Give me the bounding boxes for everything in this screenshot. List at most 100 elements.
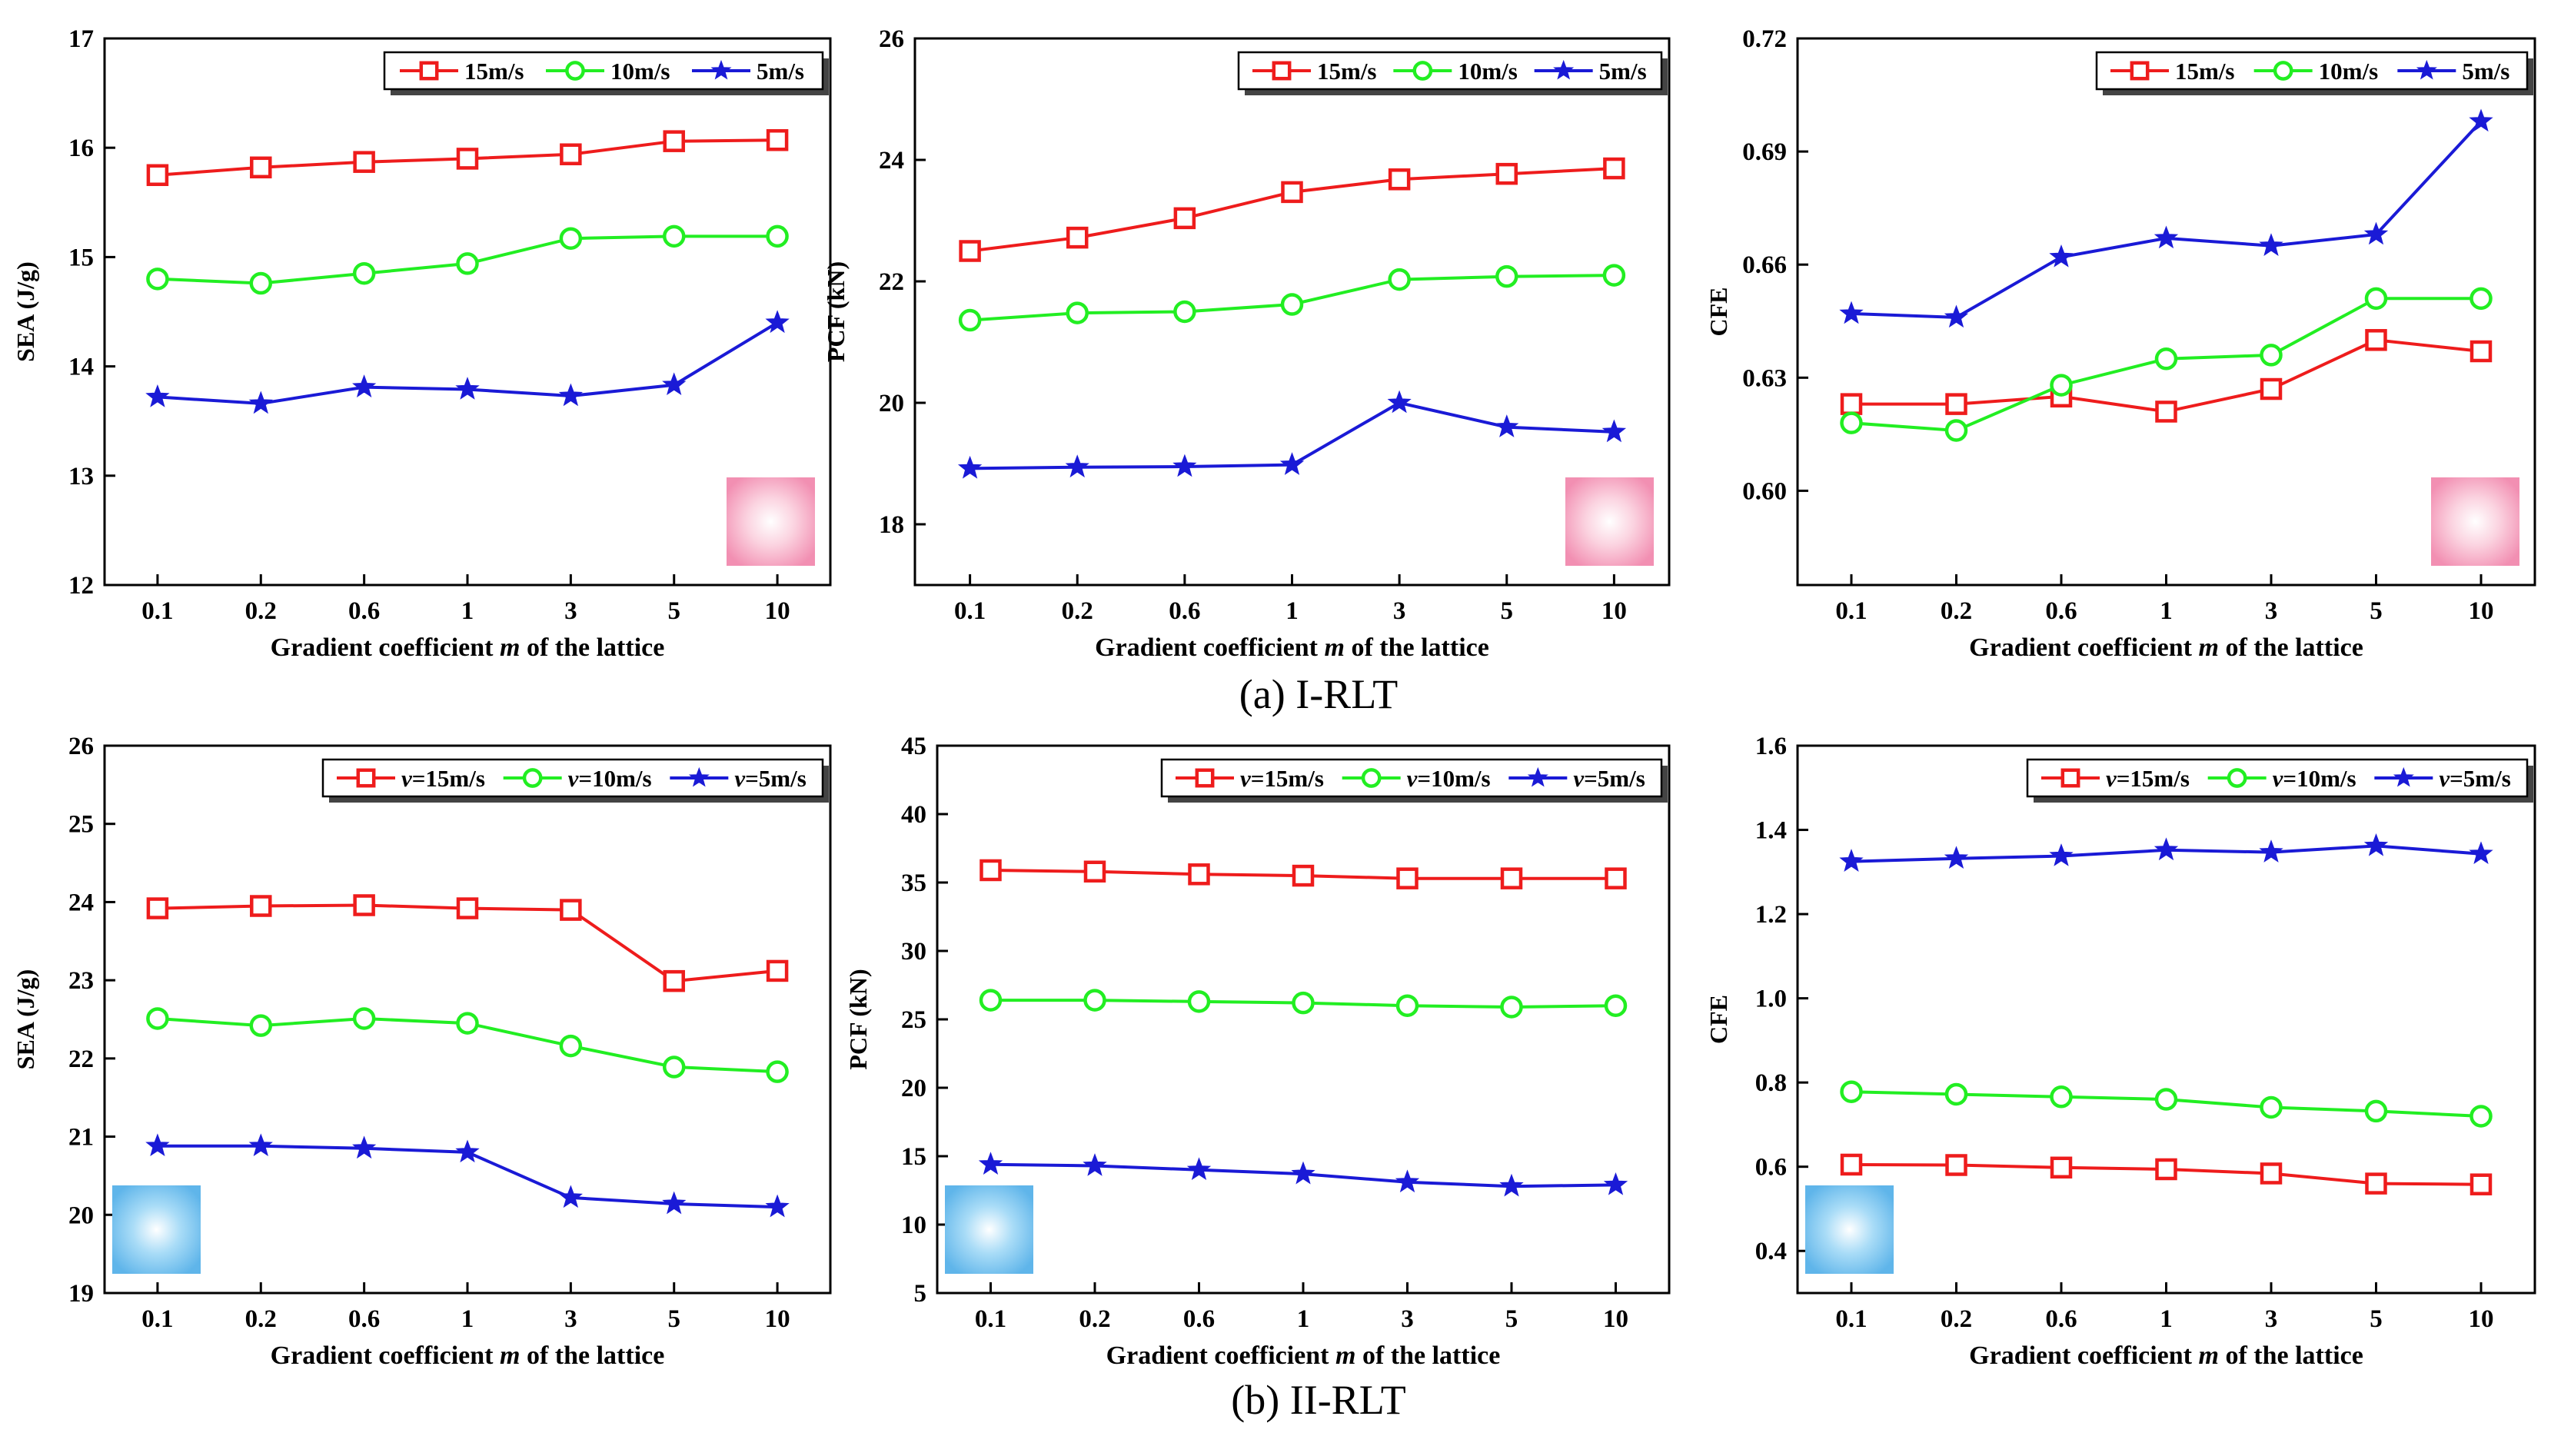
data-point-green (1500, 996, 1523, 1019)
data-point-green (2154, 347, 2178, 371)
y-tick-label: 5 (914, 1280, 927, 1308)
x-tick-label: 1 (461, 1305, 474, 1333)
y-tick-label: 12 (68, 572, 94, 600)
data-point-red (1188, 863, 1210, 886)
y-tick-label: 26 (879, 25, 904, 53)
data-point-green (1944, 419, 1968, 442)
x-tick-label: 5 (667, 597, 680, 625)
data-point-blue (1499, 1173, 1524, 1197)
x-axis-label: Gradient coefficient m of the lattice (271, 633, 665, 662)
x-tick-label: 5 (2370, 1305, 2383, 1333)
data-point-blue (455, 377, 480, 400)
y-tick-label: 23 (68, 967, 94, 995)
x-tick-label: 10 (1603, 1305, 1628, 1333)
legend-label: v=5m/s (2439, 765, 2510, 792)
data-point-blue (1395, 1169, 1420, 1193)
x-axis-label: Gradient coefficient m of the lattice (271, 1341, 665, 1370)
plot-frame (936, 744, 1671, 1295)
data-point-blue (145, 384, 170, 407)
legend-marker-green (1412, 61, 1433, 81)
data-point-blue (662, 1191, 687, 1215)
data-point-green (766, 224, 789, 248)
data-point-red (1396, 867, 1419, 889)
data-point-blue (2049, 244, 2074, 268)
data-point-blue (2154, 225, 2179, 249)
data-point-green (2260, 344, 2283, 367)
legend-marker-blue (710, 59, 732, 80)
legend-marker-blue (1553, 59, 1575, 80)
legend-marker-red (1272, 61, 1292, 81)
legend-marker-green (1361, 768, 1382, 788)
data-point-blue (662, 372, 687, 396)
lattice-swatch (727, 477, 815, 566)
y-axis-label: PCF (kN) (822, 261, 850, 362)
legend-label: v=15m/s (401, 765, 485, 792)
data-point-blue (2154, 837, 2179, 861)
data-point-blue (1291, 1161, 1315, 1185)
x-tick-label: 0.1 (975, 1305, 1006, 1333)
data-point-green (2364, 287, 2388, 311)
data-point-blue (2363, 833, 2389, 856)
lattice-swatch (1805, 1185, 1894, 1274)
y-tick-label: 45 (901, 733, 926, 760)
data-point-green (1173, 300, 1196, 324)
legend-marker-green (565, 61, 585, 81)
data-point-red (456, 897, 479, 919)
data-point-blue (765, 1194, 790, 1218)
data-point-red (1083, 860, 1106, 883)
y-tick-label: 1.0 (1755, 986, 1787, 1013)
legend-marker-blue (688, 766, 710, 787)
x-tick-label: 0.1 (1835, 597, 1867, 625)
data-point-red (250, 895, 272, 917)
y-tick-label: 0.6 (1755, 1154, 1787, 1182)
legend-label: v=5m/s (1573, 765, 1645, 792)
data-point-green (1602, 264, 1626, 287)
x-tick-label: 0.1 (141, 1305, 173, 1333)
data-point-red (146, 897, 169, 919)
x-tick-label: 5 (1501, 597, 1514, 625)
data-point-red (2260, 377, 2283, 401)
lattice-swatch (945, 1185, 1033, 1274)
data-point-green (249, 1014, 273, 1037)
x-tick-label: 3 (1401, 1305, 1414, 1333)
data-point-blue (1944, 846, 1969, 869)
y-axis-label: SEA (J/g) (12, 969, 39, 1070)
data-point-green (456, 252, 479, 275)
y-tick-label: 0.66 (1742, 251, 1787, 279)
legend-label: v=5m/s (734, 765, 806, 792)
data-point-blue (352, 1135, 377, 1159)
data-point-blue (558, 1185, 583, 1208)
data-point-blue (1172, 454, 1197, 477)
y-tick-label: 15 (901, 1143, 926, 1171)
x-tick-label: 0.2 (1941, 1305, 1972, 1333)
y-tick-label: 17 (68, 25, 94, 53)
data-point-red (2050, 1156, 2073, 1179)
y-axis-label: CFE (1705, 288, 1732, 337)
y-tick-label: 20 (879, 390, 904, 417)
chart-b-cfe: 0.4 0.6 0.8 1.0 1.2 1.4 1.6 0.1 0.2 0.6 1 3 5 10 Gradi… (1705, 733, 2536, 1370)
x-tick-label: 1 (2160, 1305, 2173, 1333)
lattice-swatch (1565, 477, 1654, 566)
chart-a-cfe: 0.60 0.63 0.66 0.69 0.72 0.1 0.2 0.6 1 3 5 10 Gradie… (1705, 25, 2536, 662)
data-point-blue (2259, 839, 2283, 863)
x-tick-label: 5 (667, 1305, 680, 1333)
data-point-green (766, 1060, 789, 1083)
x-tick-label: 10 (1601, 597, 1627, 625)
x-axis-label: Gradient coefficient m of the lattice (1095, 633, 1489, 662)
data-point-red (1945, 1154, 1967, 1176)
data-point-blue (558, 383, 583, 407)
data-point-red (353, 894, 375, 916)
y-tick-label: 35 (901, 869, 926, 897)
data-point-red (1066, 226, 1089, 249)
x-tick-label: 0.2 (1079, 1305, 1110, 1333)
data-point-blue (765, 310, 790, 334)
data-point-red (560, 143, 582, 165)
data-point-green (1604, 994, 1628, 1017)
data-point-green (662, 1055, 686, 1079)
legend-label: 10m/s (610, 58, 670, 85)
data-point-green (1840, 1080, 1863, 1103)
x-tick-label: 1 (1297, 1305, 1310, 1333)
data-point-blue (2259, 233, 2283, 256)
